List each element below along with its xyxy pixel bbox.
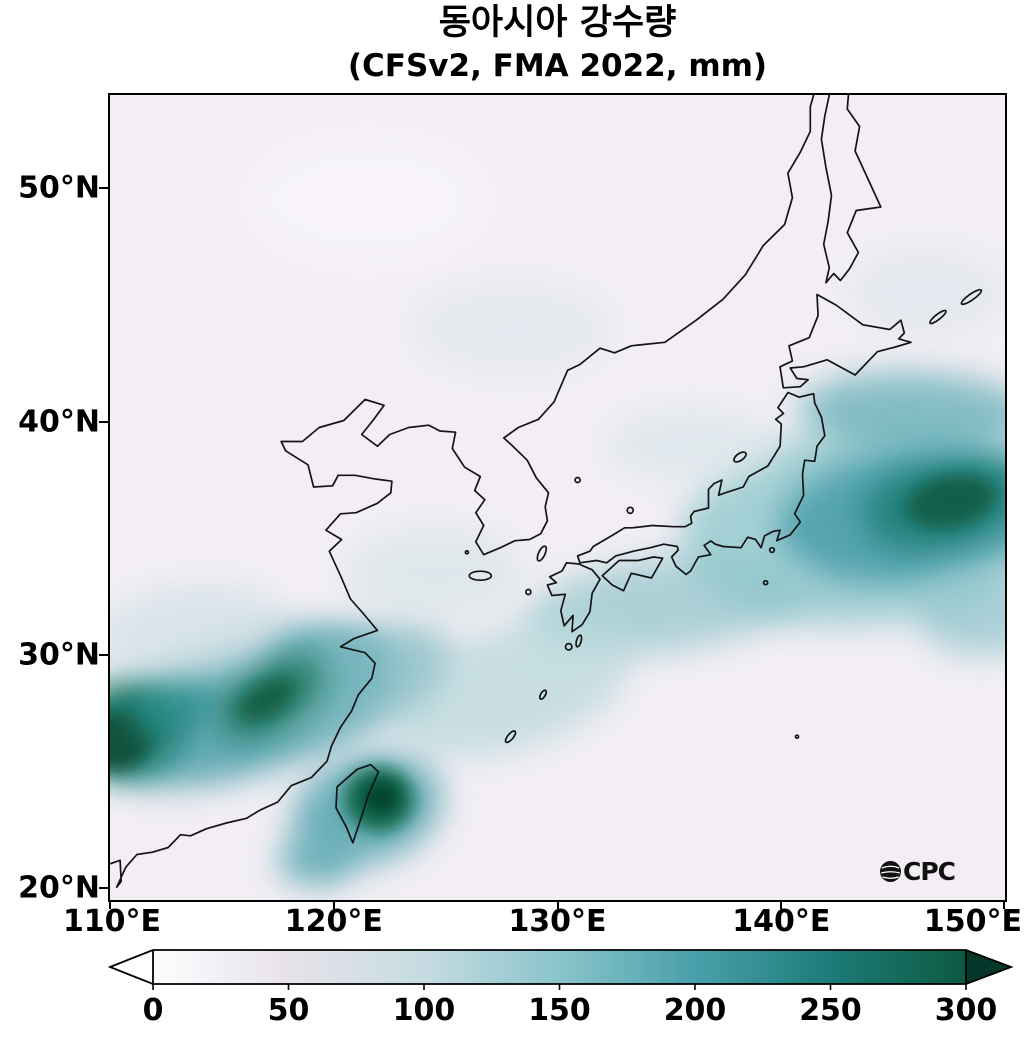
island-iturup [960,288,983,306]
coastline-hokkaido [779,293,912,389]
island-bonin [794,734,800,740]
colorbar-label-300: 300 [934,993,998,1028]
coastline-honshu [576,391,826,576]
precip-feature-ne-china-tinge [412,281,614,375]
y-tick-mark [99,420,108,423]
precip-feature-pacific-core-max [907,474,996,528]
island-korea-sw [464,549,470,555]
y-tick-mark [99,887,108,890]
island-tsushima [536,545,548,562]
x-tick-mark [556,900,559,909]
precip-feature-ryukyu-band [394,618,632,757]
island-sado [733,451,747,463]
precipitation-layer [110,130,1005,886]
colorbar-label-200: 200 [663,993,727,1028]
island-ulleungdo [574,476,581,484]
precip-feature-nw-dry-patch [244,130,491,270]
precip-feature-yellow-sea-tinge [344,526,524,620]
y-tick-label-50n: 50°N [18,170,100,206]
colorbar-label-250: 250 [799,993,862,1028]
coastline-kyushu [546,561,601,633]
colorbar-label-50: 50 [267,993,310,1028]
island-amami [538,689,548,701]
y-tick-mark [99,187,108,190]
colorbar-label-0: 0 [142,993,164,1028]
map-plot-area: CPC [108,93,1007,902]
precip-feature-yangtze-tinge [110,583,282,680]
chart-title: 동아시아 강수량 [438,3,677,43]
island-izu-oshima [768,546,776,554]
y-tick-label-40n: 40°N [18,404,100,440]
colorbar-gradient-body [153,950,966,984]
y-tick-label-20n: 20°N [18,870,100,906]
precip-feature-luzon-strait-spot [277,834,354,886]
colorbar-over-arrow [966,950,1011,984]
precip-feature-china-coast-ext [262,619,450,747]
island-oki [626,506,635,515]
island-tanegashima [575,634,583,648]
coastline-shikoku [601,556,664,592]
precip-feature-north-china-dry [110,351,312,492]
coastlines-layer [110,95,983,889]
precip-feature-okhotsk-tinge [848,246,1005,340]
chart-subtitle: (CFSv2, FMA 2022, mm) [347,48,768,84]
x-tick-mark [332,900,335,909]
coastline-taiwan [335,763,380,844]
x-tick-label-110e: 110°E [62,904,162,939]
map-canvas [110,95,1005,900]
colorbar-under-arrow [110,950,153,984]
colorbar [107,948,1014,990]
precip-feature-hunan-ridge [131,670,214,738]
x-tick-label-150e: 150°E [923,904,1022,939]
precip-feature-fujian-core-max [240,678,293,721]
cpc-logo: CPC [879,857,956,886]
island-goto [525,588,532,596]
cpc-watermark-text: CPC [902,857,956,886]
colorbar-labels: 0 50 100 150 200 250 300 [108,993,1013,1033]
island-hachijojima [762,579,769,586]
precip-feature-sea-of-japan-tinge [606,407,777,483]
colorbar-tick-marks [152,984,967,990]
colorbar-label-100: 100 [392,993,456,1028]
x-tick-mark [1003,900,1005,909]
x-tick-mark [109,900,111,909]
island-jeju [468,570,493,582]
y-tick-label-30n: 30°N [18,637,100,673]
island-okinawa [504,730,517,744]
globe-icon [879,861,901,882]
colorbar-label-150: 150 [528,993,591,1028]
y-tick-mark [99,654,108,656]
precip-feature-southeast-patch [915,571,1005,655]
colorbar-canvas [107,949,1014,990]
x-tick-mark [780,900,783,909]
precip-feature-east-40n-band [799,372,1005,453]
x-tick-label-140e: 140°E [732,904,831,939]
coastline-sakhalin [820,95,882,284]
x-tick-label-130e: 130°E [508,904,607,939]
island-yakushima [564,642,573,651]
x-tick-label-120e: 120°E [284,904,383,939]
coastline-mainland-asia [110,95,815,889]
island-kunashir [929,309,947,325]
